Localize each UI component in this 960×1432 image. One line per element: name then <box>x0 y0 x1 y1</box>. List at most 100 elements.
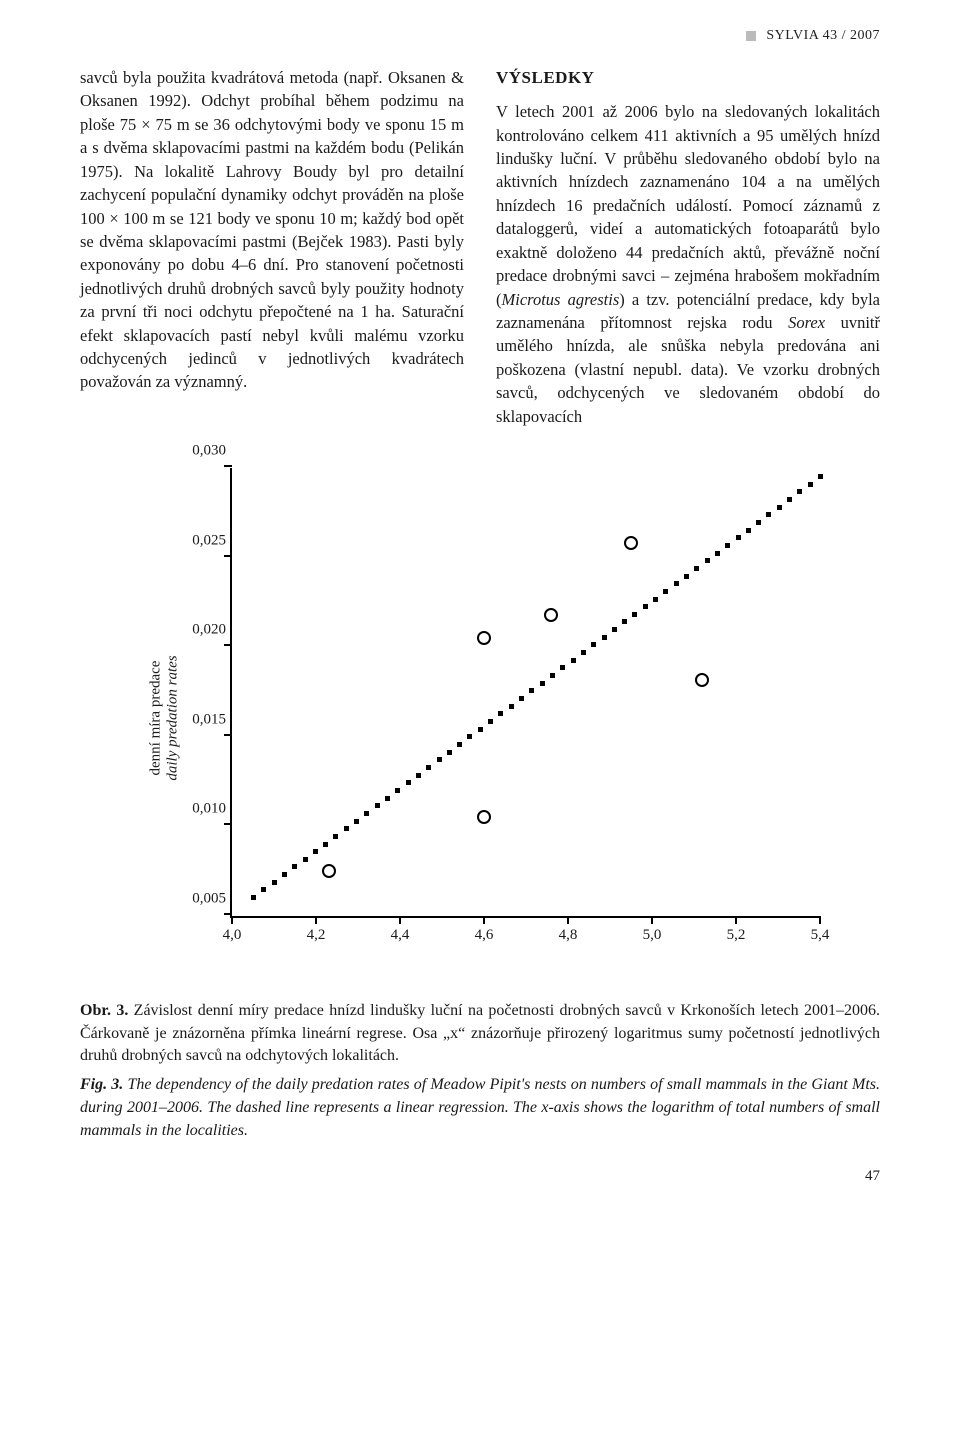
regression-dash <box>406 780 411 785</box>
data-point <box>624 536 638 550</box>
x-tick-mark <box>231 916 233 924</box>
regression-dash <box>447 750 452 755</box>
caption-en-body: The dependency of the daily predation ra… <box>80 1076 880 1138</box>
page-number: 47 <box>80 1168 880 1185</box>
two-column-body: savců byla použita kvadrátová metoda (na… <box>80 66 880 428</box>
regression-dash <box>756 520 761 525</box>
running-head-text: SYLVIA 43 / 2007 <box>766 28 880 43</box>
x-tick-mark <box>567 916 569 924</box>
regression-dash <box>344 826 349 831</box>
regression-dash <box>591 642 596 647</box>
caption-cz-lead: Obr. 3. <box>80 1002 128 1019</box>
running-head: SYLVIA 43 / 2007 <box>80 28 880 44</box>
regression-dash <box>694 566 699 571</box>
regression-dash <box>333 834 338 839</box>
regression-dash <box>746 528 751 533</box>
data-point <box>322 864 336 878</box>
y-tick-mark <box>224 823 232 825</box>
x-tick-mark <box>651 916 653 924</box>
regression-dash <box>509 704 514 709</box>
regression-dash <box>612 627 617 632</box>
regression-dash <box>251 895 256 900</box>
regression-dash <box>364 811 369 816</box>
regression-dash <box>684 574 689 579</box>
regression-dash <box>808 482 813 487</box>
x-tick-label: 5,4 <box>811 927 830 944</box>
x-tick-label: 4,4 <box>391 927 410 944</box>
regression-dash <box>529 688 534 693</box>
caption-cz: Obr. 3. Závislost denní míry predace hní… <box>80 1000 880 1068</box>
regression-dash <box>777 505 782 510</box>
regression-dash <box>540 681 545 686</box>
regression-dash <box>467 734 472 739</box>
caption-en: Fig. 3. The dependency of the daily pred… <box>80 1074 880 1142</box>
y-tick-label: 0,020 <box>172 622 226 639</box>
data-point <box>477 631 491 645</box>
regression-dash <box>437 757 442 762</box>
x-tick-mark <box>315 916 317 924</box>
regression-dash <box>282 872 287 877</box>
rc-text-1: V letech 2001 až 2006 bylo na sledovanýc… <box>496 102 880 308</box>
x-tick-mark <box>735 916 737 924</box>
y-tick-label: 0,010 <box>172 801 226 818</box>
regression-dash <box>787 497 792 502</box>
ylabel-cz: denní míra predace <box>148 661 164 776</box>
left-column: savců byla použita kvadrátová metoda (na… <box>80 66 464 428</box>
y-tick-mark <box>224 555 232 557</box>
y-tick-mark <box>224 734 232 736</box>
right-column-paragraph: V letech 2001 až 2006 bylo na sledovanýc… <box>496 100 880 428</box>
y-tick-mark <box>224 913 232 915</box>
regression-dash <box>643 604 648 609</box>
regression-dash <box>457 742 462 747</box>
regression-dash <box>292 864 297 869</box>
regression-dash <box>385 796 390 801</box>
x-tick-mark <box>483 916 485 924</box>
regression-dash <box>602 635 607 640</box>
regression-dash <box>416 773 421 778</box>
regression-dash <box>622 619 627 624</box>
regression-dash <box>715 551 720 556</box>
regression-dash <box>797 489 802 494</box>
y-tick-label: 0,005 <box>172 891 226 908</box>
regression-dash <box>581 650 586 655</box>
y-tick-mark <box>224 465 232 467</box>
x-tick-label: 4,8 <box>559 927 578 944</box>
regression-dash <box>818 474 823 479</box>
regression-dash <box>736 535 741 540</box>
regression-dash <box>663 589 668 594</box>
regression-dash <box>571 658 576 663</box>
regression-dash <box>550 673 555 678</box>
y-tick-label: 0,030 <box>172 443 226 460</box>
x-tick-mark <box>819 916 821 924</box>
y-tick-mark <box>224 644 232 646</box>
figure-3: denní míra predace daily predation rates… <box>80 458 880 1142</box>
caption-cz-body: Závislost denní míry predace hnízd lindu… <box>80 1002 880 1064</box>
x-tick-label: 4,6 <box>475 927 494 944</box>
y-tick-label: 0,025 <box>172 532 226 549</box>
right-column: VÝSLEDKY V letech 2001 až 2006 bylo na s… <box>496 66 880 428</box>
x-tick-label: 5,2 <box>727 927 746 944</box>
scatter-chart: denní míra predace daily predation rates… <box>130 458 830 978</box>
regression-dash <box>303 857 308 862</box>
x-tick-label: 5,0 <box>643 927 662 944</box>
regression-dash <box>478 727 483 732</box>
rc-italic-2: Sorex <box>788 313 825 332</box>
x-tick-label: 4,2 <box>307 927 326 944</box>
regression-dash <box>560 665 565 670</box>
regression-dash <box>354 819 359 824</box>
figure-caption: Obr. 3. Závislost denní míry predace hní… <box>80 1000 880 1142</box>
x-tick-label: 4,0 <box>223 927 242 944</box>
regression-dash <box>395 788 400 793</box>
y-tick-label: 0,015 <box>172 711 226 728</box>
regression-dash <box>426 765 431 770</box>
regression-dash <box>313 849 318 854</box>
data-point <box>477 810 491 824</box>
regression-dash <box>375 803 380 808</box>
left-column-paragraph: savců byla použita kvadrátová metoda (na… <box>80 66 464 394</box>
regression-dash <box>632 612 637 617</box>
regression-dash <box>488 719 493 724</box>
regression-dash <box>323 842 328 847</box>
rc-italic-1: Microtus agrestis <box>502 290 620 309</box>
results-heading: VÝSLEDKY <box>496 66 880 90</box>
plot-area: 0,0050,0100,0150,0200,0250,0304,04,24,44… <box>230 468 820 918</box>
